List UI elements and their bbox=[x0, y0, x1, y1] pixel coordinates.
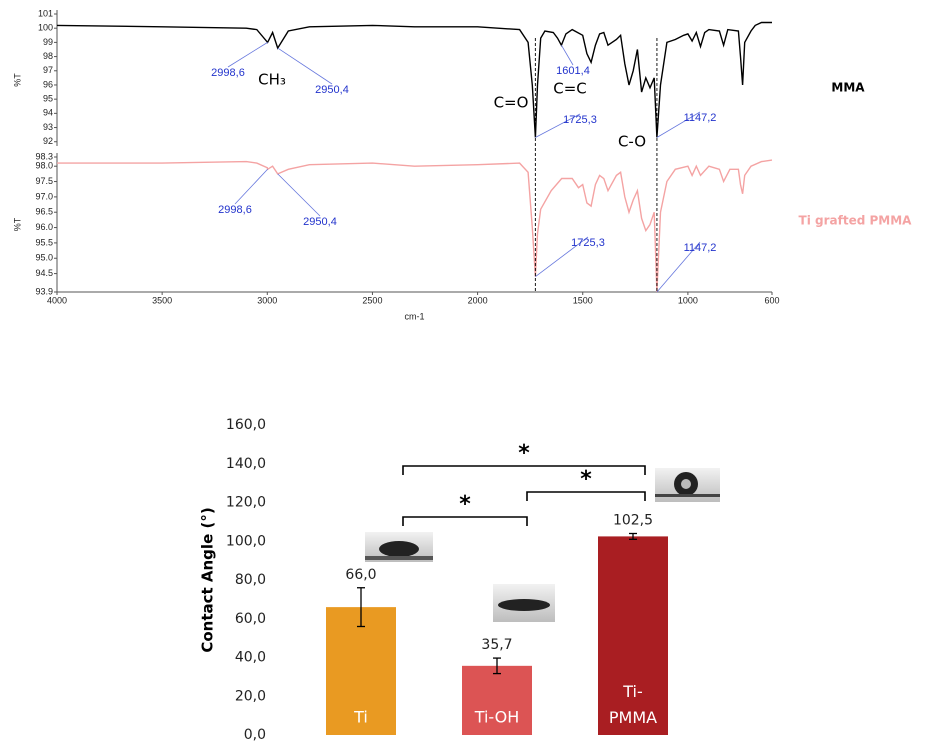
bar bbox=[598, 536, 668, 735]
y-tick-label: 94.5 bbox=[35, 268, 53, 278]
y-tick-label: 95.5 bbox=[35, 237, 53, 247]
significance-bracket bbox=[403, 466, 645, 475]
y-tick-label: 96.0 bbox=[35, 222, 53, 232]
peak-label: 2998,6 bbox=[211, 67, 245, 79]
y-axis-label: %T bbox=[12, 217, 22, 231]
peak-label: 1147,2 bbox=[684, 242, 717, 254]
peak-label: 1725,3 bbox=[571, 237, 605, 249]
y-tick-label: 0,0 bbox=[244, 727, 266, 742]
x-tick-label: 1000 bbox=[678, 295, 698, 305]
category-label: Ti bbox=[353, 708, 368, 727]
y-tick-label: 92 bbox=[43, 136, 53, 146]
x-tick-label: 2000 bbox=[468, 295, 488, 305]
figure: 92 93 94 95 96 97 98 99 100 101 %T MMA 2998,6 2950,4 1… bbox=[0, 0, 931, 742]
x-tick-label: 4000 bbox=[47, 295, 67, 305]
peak-label: 1725,3 bbox=[563, 114, 597, 126]
droplet-image bbox=[493, 584, 555, 622]
page: 92 93 94 95 96 97 98 99 100 101 %T MMA 2998,6 2950,4 1… bbox=[0, 0, 931, 742]
x-tick-label: 600 bbox=[764, 295, 779, 305]
peak-leader bbox=[561, 45, 573, 65]
y-tick-label: 98.0 bbox=[35, 161, 53, 171]
y-tick-label: 95.0 bbox=[35, 253, 53, 263]
y-tick-label: 101 bbox=[38, 8, 53, 18]
y-tick-label: 60,0 bbox=[235, 611, 266, 627]
x-tick-label: 1500 bbox=[573, 295, 593, 305]
peak-label: 1147,2 bbox=[684, 112, 717, 124]
y-tick-label: 80,0 bbox=[235, 572, 266, 588]
group-label: CH₃ bbox=[258, 71, 286, 89]
y-tick-label: 120,0 bbox=[226, 495, 266, 511]
peak-leader bbox=[278, 174, 320, 216]
spectrum-line bbox=[57, 23, 772, 138]
group-label: C-O bbox=[618, 133, 646, 151]
y-tick-label: 96 bbox=[43, 79, 53, 89]
value-label: 102,5 bbox=[613, 513, 653, 529]
droplet-image bbox=[655, 468, 720, 502]
y-tick-label: 100,0 bbox=[226, 533, 266, 549]
significance-bracket bbox=[403, 517, 527, 526]
group-label: C=C bbox=[553, 80, 587, 98]
y-tick-label: 98 bbox=[43, 51, 53, 61]
y-tick-label: 94 bbox=[43, 108, 53, 118]
significance-mark: * bbox=[518, 441, 530, 466]
droplet-image bbox=[365, 532, 433, 562]
value-label: 35,7 bbox=[481, 637, 512, 653]
spectrum-line bbox=[57, 160, 772, 292]
legend-entry: MMA bbox=[831, 81, 865, 95]
peak-leader bbox=[235, 169, 268, 204]
x-tick-label: 2500 bbox=[362, 295, 382, 305]
y-tick-label: 98.3 bbox=[35, 151, 53, 161]
y-tick-label: 160,0 bbox=[226, 417, 266, 433]
peak-label: 2950,4 bbox=[315, 84, 349, 96]
y-tick-label: 93 bbox=[43, 122, 53, 132]
y-tick-label: 97 bbox=[43, 65, 53, 75]
peak-leader bbox=[228, 42, 268, 67]
value-label: 66,0 bbox=[345, 567, 376, 583]
y-tick-label: 99 bbox=[43, 37, 53, 47]
y-tick-label: 97.0 bbox=[35, 191, 53, 201]
significance-mark: * bbox=[580, 467, 592, 492]
group-label: C=O bbox=[494, 94, 529, 112]
y-tick-label: 95 bbox=[43, 94, 53, 104]
y-tick-label: 100 bbox=[38, 23, 53, 33]
y-tick-label: 40,0 bbox=[235, 650, 266, 666]
y-tick-label: 96.5 bbox=[35, 207, 53, 217]
peak-label: 2950,4 bbox=[303, 216, 337, 228]
y-axis-label: Contact Angle (°) bbox=[199, 507, 217, 652]
peak-label: 1601,4 bbox=[556, 65, 590, 77]
y-tick-label: 97.5 bbox=[35, 176, 53, 186]
x-axis-label: cm-1 bbox=[405, 311, 425, 321]
significance-mark: * bbox=[459, 492, 471, 517]
peak-label: 2998,6 bbox=[218, 204, 252, 216]
y-tick-label: 140,0 bbox=[226, 456, 266, 472]
legend-entry: Ti grafted PMMA bbox=[799, 214, 913, 228]
x-tick-label: 3000 bbox=[257, 295, 277, 305]
x-tick-label: 3500 bbox=[152, 295, 172, 305]
category-label: Ti-OH bbox=[474, 708, 520, 727]
y-tick-label: 20,0 bbox=[235, 688, 266, 704]
significance-bracket bbox=[527, 492, 645, 501]
y-axis-label: %T bbox=[12, 73, 22, 87]
